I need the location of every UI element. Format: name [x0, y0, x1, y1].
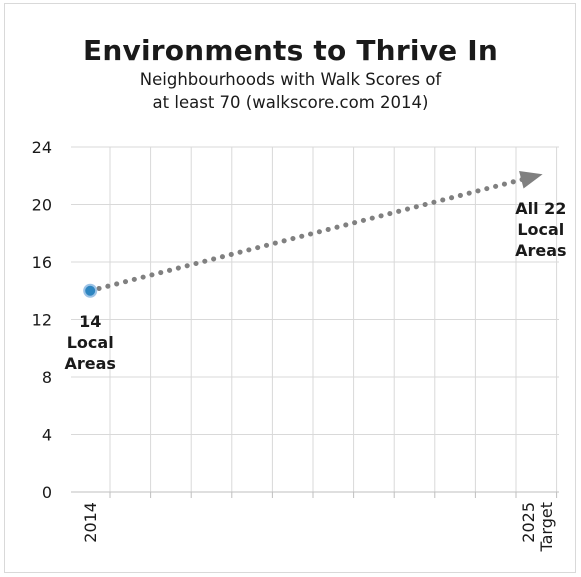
series-arrowhead [519, 171, 543, 189]
y-tick-label: 12 [32, 311, 52, 330]
annotation-label: Local [67, 333, 114, 352]
x-tick-label: 2014 [81, 502, 100, 543]
annotation-label: 14 [79, 312, 101, 331]
x-tick-label: Target [537, 502, 556, 553]
series-line [87, 176, 528, 294]
chart-subtitle-line-1: Neighbourhoods with Walk Scores of [139, 70, 442, 89]
annotation-label: Local [517, 220, 564, 239]
x-tick-label: 2025 [519, 502, 538, 543]
chart-title: Environments to Thrive In [83, 34, 498, 67]
y-tick-label: 0 [42, 483, 52, 502]
data-point-2014 [83, 283, 98, 298]
y-tick-label: 24 [32, 138, 52, 157]
annotation-label: Areas [64, 354, 115, 373]
y-tick-label: 4 [42, 426, 52, 445]
y-tick-label: 8 [42, 368, 52, 387]
annotation-label: All 22 [515, 199, 566, 218]
chart-subtitle-line-2: at least 70 (walkscore.com 2014) [152, 93, 429, 112]
y-tick-label: 16 [32, 253, 52, 272]
y-tick-label: 20 [32, 196, 52, 215]
annotation-label: Areas [515, 241, 566, 260]
